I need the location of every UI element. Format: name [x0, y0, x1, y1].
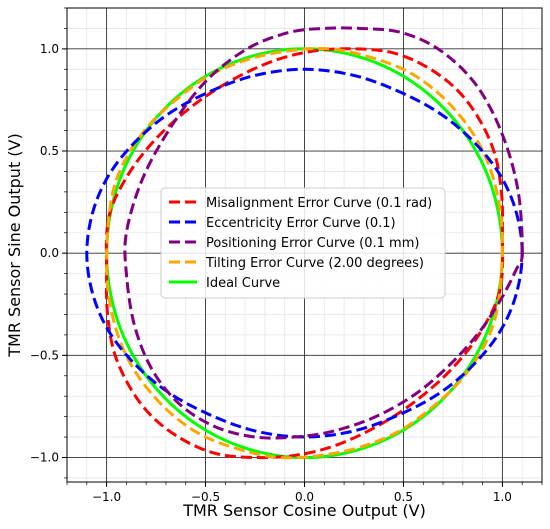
x-tick-label: 1.0 [493, 490, 512, 504]
legend: Misalignment Error Curve (0.1 rad) Eccent… [160, 187, 446, 299]
x-tick-label: −0.5 [191, 490, 220, 504]
legend-label: Eccentricity Error Curve (0.1) [206, 216, 396, 231]
y-axis-label: TMR Sensor Sine Output (V) [5, 133, 24, 357]
x-tick-label: 0.0 [295, 490, 314, 504]
legend-label: Ideal Curve [206, 276, 280, 291]
legend-label: Misalignment Error Curve (0.1 rad) [206, 196, 432, 211]
x-tick-label: −1.0 [92, 490, 121, 504]
series-line-positioning-error-curve-0-1-mm [123, 26, 524, 440]
y-tick-label: −0.5 [30, 348, 59, 362]
series-line-eccentricity-error-curve-0-1 [85, 67, 524, 439]
legend-box [160, 187, 446, 299]
legend-label: Positioning Error Curve (0.1 mm) [206, 236, 419, 251]
x-tick-label: 0.5 [394, 490, 413, 504]
x-axis-label: TMR Sensor Cosine Output (V) [182, 501, 426, 520]
y-tick-label: 0.0 [40, 246, 59, 260]
y-tick-label: −1.0 [30, 450, 59, 464]
y-tick-label: 1.0 [40, 42, 59, 56]
series-layer [85, 26, 524, 460]
series-line-tilting-error-curve-2-00-degrees [105, 47, 504, 460]
y-tick-label: 0.5 [40, 144, 59, 158]
legend-label: Tilting Error Curve (2.00 degrees) [205, 256, 424, 271]
axis-ticks: −1.0 −0.5 0.0 0.5 1.0 −1.0 −0.5 0.0 0.5 1.0 [30, 7, 543, 504]
